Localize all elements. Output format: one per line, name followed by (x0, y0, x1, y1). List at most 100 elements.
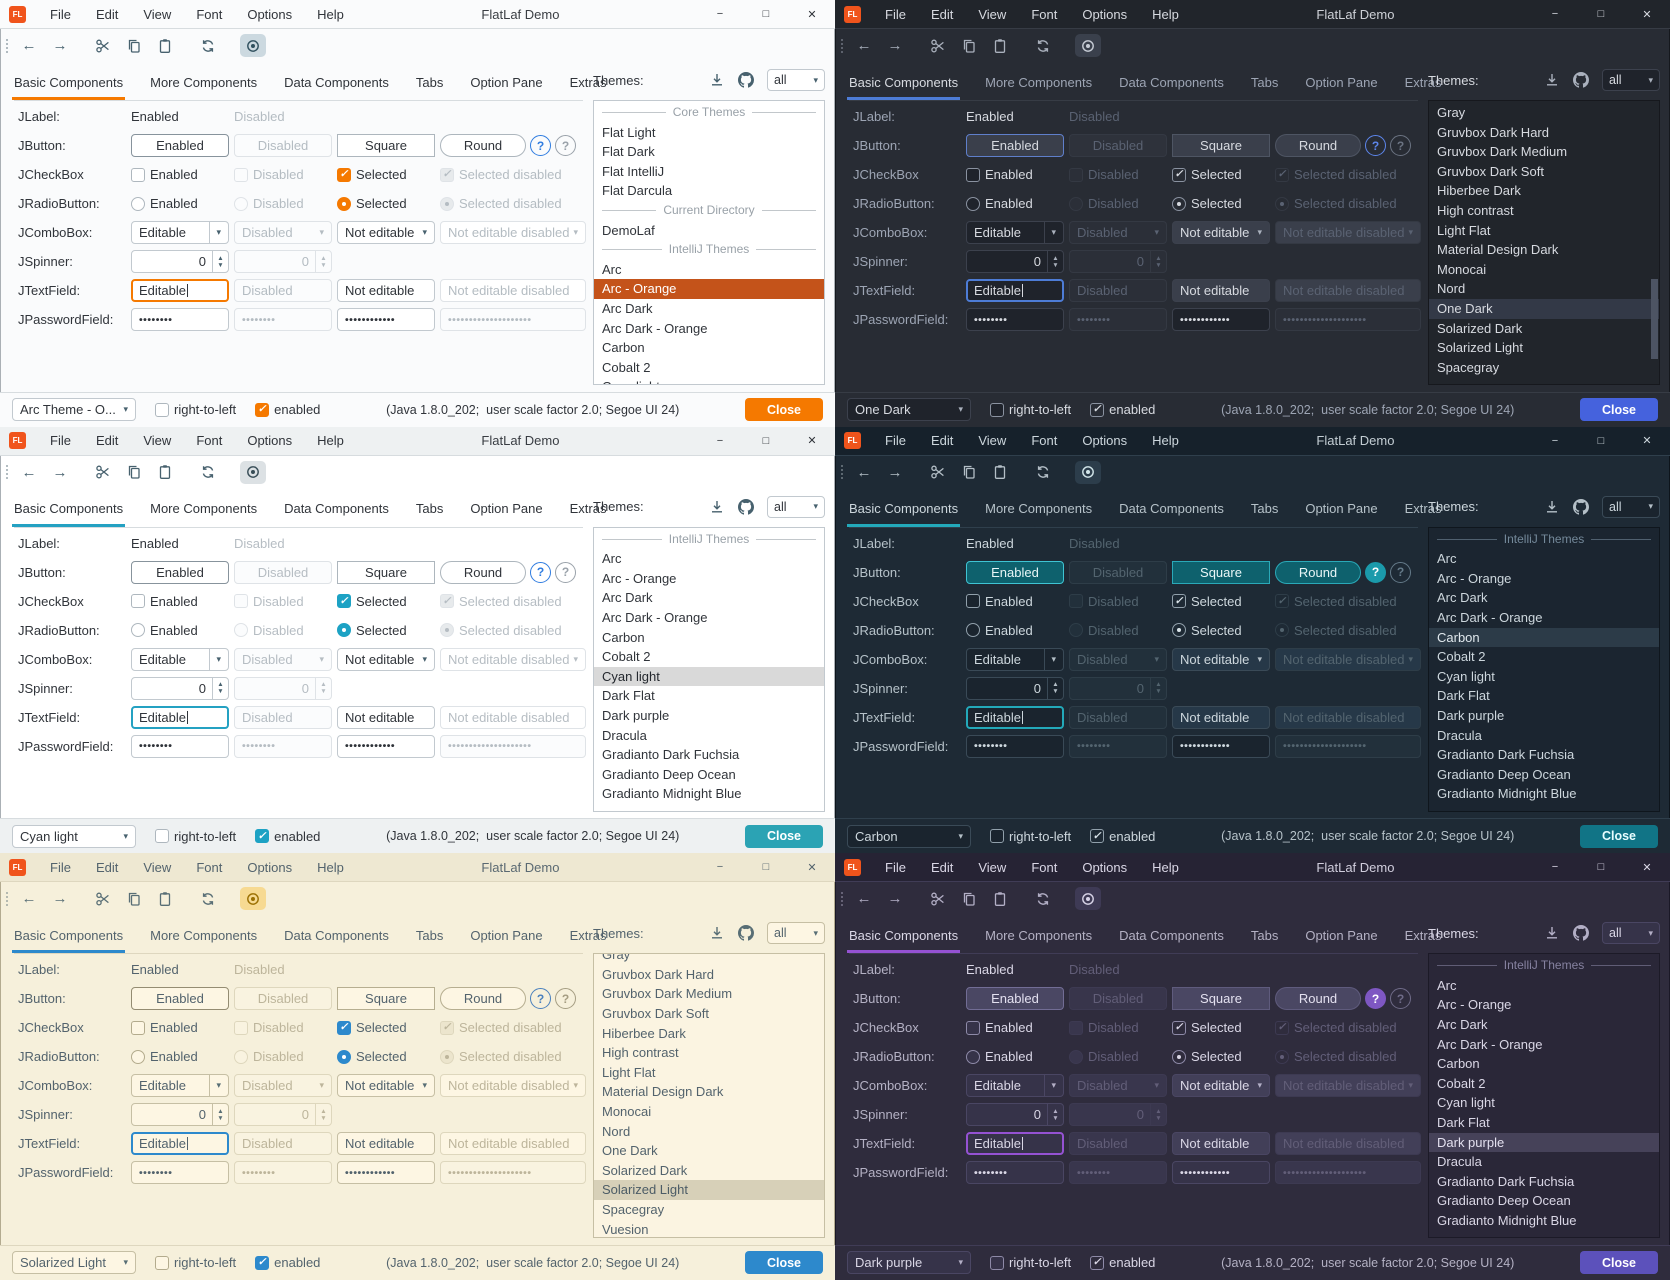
enabled-checkbox[interactable]: enabled (255, 402, 320, 417)
paste-icon[interactable] (989, 888, 1011, 910)
back-button[interactable]: ← (856, 463, 872, 481)
help-button[interactable]: ? (1365, 988, 1386, 1010)
inspect-eye-toggle[interactable] (1075, 34, 1101, 57)
enabled-button[interactable]: Enabled (131, 560, 229, 584)
themes-list-item[interactable]: Gradianto Deep Ocean (602, 766, 736, 782)
toolbar-grip[interactable] (6, 891, 8, 906)
themes-list-item[interactable]: Nord (602, 1123, 631, 1139)
tab-basic-components[interactable]: Basic Components (846, 64, 961, 100)
themes-list-item[interactable]: Arc (1437, 551, 1457, 567)
themes-list-item[interactable]: Carbon (1429, 627, 1659, 648)
combobox-not-editable[interactable]: Not editable ▾ (337, 647, 435, 671)
round-button[interactable]: Round (440, 134, 526, 157)
tab-basic-components[interactable]: Basic Components (846, 491, 961, 527)
themes-list-item[interactable]: Gradianto Dark Fuchsia (1437, 1173, 1575, 1189)
help-button[interactable]: ? (530, 561, 551, 583)
round-button[interactable]: Round (1275, 987, 1361, 1011)
passwordfield-enabled[interactable]: •••••••• (966, 308, 1064, 331)
menu-file[interactable]: File (50, 433, 71, 449)
help-button[interactable]: ? (530, 135, 551, 156)
checkbox-enabled[interactable]: Enabled (966, 167, 1033, 182)
combobox-editable[interactable]: Editable ▾ (966, 221, 1064, 244)
toolbar-grip[interactable] (841, 38, 843, 53)
right-to-left-checkbox[interactable]: right-to-left (155, 402, 236, 417)
themes-list-item[interactable]: Spacegray (602, 1201, 665, 1217)
enabled-button[interactable]: Enabled (966, 134, 1064, 157)
combobox-not-editable[interactable]: Not editable ▾ (1172, 1074, 1270, 1098)
square-button[interactable]: Square (337, 987, 435, 1011)
themes-list-item[interactable]: Dark purple (1437, 707, 1505, 723)
enabled-checkbox[interactable]: enabled (255, 829, 320, 844)
tab-data-components[interactable]: Data Components (284, 74, 389, 90)
toolbar-grip[interactable] (841, 891, 843, 906)
tab-more-components[interactable]: More Components (985, 927, 1093, 943)
github-icon[interactable] (738, 498, 754, 515)
tab-more-components[interactable]: More Components (150, 74, 258, 90)
menu-help[interactable]: Help (317, 6, 344, 22)
radio-selected[interactable]: Selected (1172, 196, 1242, 211)
textfield-not-editable[interactable]: Not editable (1172, 705, 1270, 729)
enabled-button[interactable]: Enabled (966, 987, 1064, 1011)
textfield-editable[interactable]: Editable (131, 705, 229, 729)
help-button[interactable]: ? (1365, 561, 1386, 583)
menu-help[interactable]: Help (1152, 859, 1179, 875)
themes-list-item[interactable]: Arc Dark - Orange (602, 320, 708, 336)
close-window-button[interactable]: ✕ (807, 861, 817, 874)
themes-list-item[interactable]: Dark Flat (1437, 688, 1490, 704)
combobox-not-editable[interactable]: Not editable ▾ (1172, 647, 1270, 671)
close-window-button[interactable]: ✕ (807, 8, 817, 21)
themes-list-item[interactable]: Arc - Orange (594, 279, 824, 299)
tab-tabs[interactable]: Tabs (1250, 74, 1279, 90)
close-button[interactable]: Close (1580, 1251, 1658, 1275)
close-window-button[interactable]: ✕ (1642, 861, 1652, 874)
theme-combo[interactable]: Solarized Light ▾ (12, 1251, 136, 1275)
menu-edit[interactable]: Edit (930, 433, 954, 449)
minimize-button[interactable]: − (1551, 8, 1559, 20)
themes-list-item[interactable]: Gradianto Deep Ocean (1437, 766, 1571, 782)
spinner-arrows-icon[interactable]: ▲ ▼ (212, 677, 228, 699)
refresh-icon[interactable] (197, 888, 219, 910)
theme-combo[interactable]: Arc Theme - O... ▾ (12, 398, 136, 422)
checkbox-selected[interactable]: Selected (1172, 594, 1242, 609)
textfield-editable[interactable]: Editable (131, 279, 229, 302)
tab-tabs[interactable]: Tabs (415, 501, 444, 517)
themes-list-item[interactable]: Arc - Orange (602, 570, 677, 586)
tab-basic-components[interactable]: Basic Components (11, 491, 126, 527)
tab-extras[interactable]: Extras (569, 74, 607, 90)
copy-icon[interactable] (123, 35, 145, 57)
menu-edit[interactable]: Edit (930, 859, 954, 875)
tab-data-components[interactable]: Data Components (284, 927, 389, 943)
back-button[interactable]: ← (21, 463, 37, 481)
back-button[interactable]: ← (856, 890, 872, 908)
themes-list-item[interactable]: Arc Dark - Orange (1437, 609, 1543, 625)
menu-help[interactable]: Help (1152, 6, 1179, 22)
themes-list-item[interactable]: Carbon (1437, 1056, 1480, 1072)
cut-icon[interactable] (927, 35, 949, 57)
themes-list-item[interactable]: Solarized Dark (602, 1162, 688, 1178)
menu-file[interactable]: File (885, 6, 906, 22)
passwordfield-enabled[interactable]: •••••••• (131, 734, 229, 758)
back-button[interactable]: ← (21, 890, 37, 908)
tab-extras[interactable]: Extras (1404, 927, 1442, 943)
themes-list-item[interactable]: Dark purple (1429, 1132, 1659, 1153)
minimize-button[interactable]: − (1551, 434, 1559, 447)
radio-selected[interactable]: Selected (1172, 623, 1242, 638)
combobox-editable[interactable]: Editable ▾ (966, 1074, 1064, 1098)
themes-list-item[interactable]: Gray (602, 953, 631, 963)
textfield-editable[interactable]: Editable (966, 279, 1064, 302)
tab-option-pane[interactable]: Option Pane (470, 501, 543, 517)
menu-options[interactable]: Options (247, 859, 293, 875)
passwordfield-enabled[interactable]: •••••••• (966, 734, 1064, 758)
close-button[interactable]: Close (1580, 824, 1658, 848)
radio-enabled[interactable]: Enabled (131, 623, 198, 638)
themes-list-item[interactable]: Material Design Dark (602, 1084, 724, 1100)
enabled-button[interactable]: Enabled (966, 560, 1064, 584)
passwordfield-not-editable[interactable]: •••••••••••• (337, 1161, 435, 1185)
theme-combo[interactable]: Dark purple ▾ (847, 1251, 971, 1275)
textfield-editable[interactable]: Editable (131, 1132, 229, 1156)
refresh-icon[interactable] (1032, 35, 1054, 57)
tab-tabs[interactable]: Tabs (415, 927, 444, 943)
themes-list-item[interactable]: Arc Dark - Orange (602, 609, 708, 625)
spinner-enabled[interactable]: 0 ▲ ▼ (131, 250, 229, 273)
passwordfield-enabled[interactable]: •••••••• (131, 308, 229, 331)
